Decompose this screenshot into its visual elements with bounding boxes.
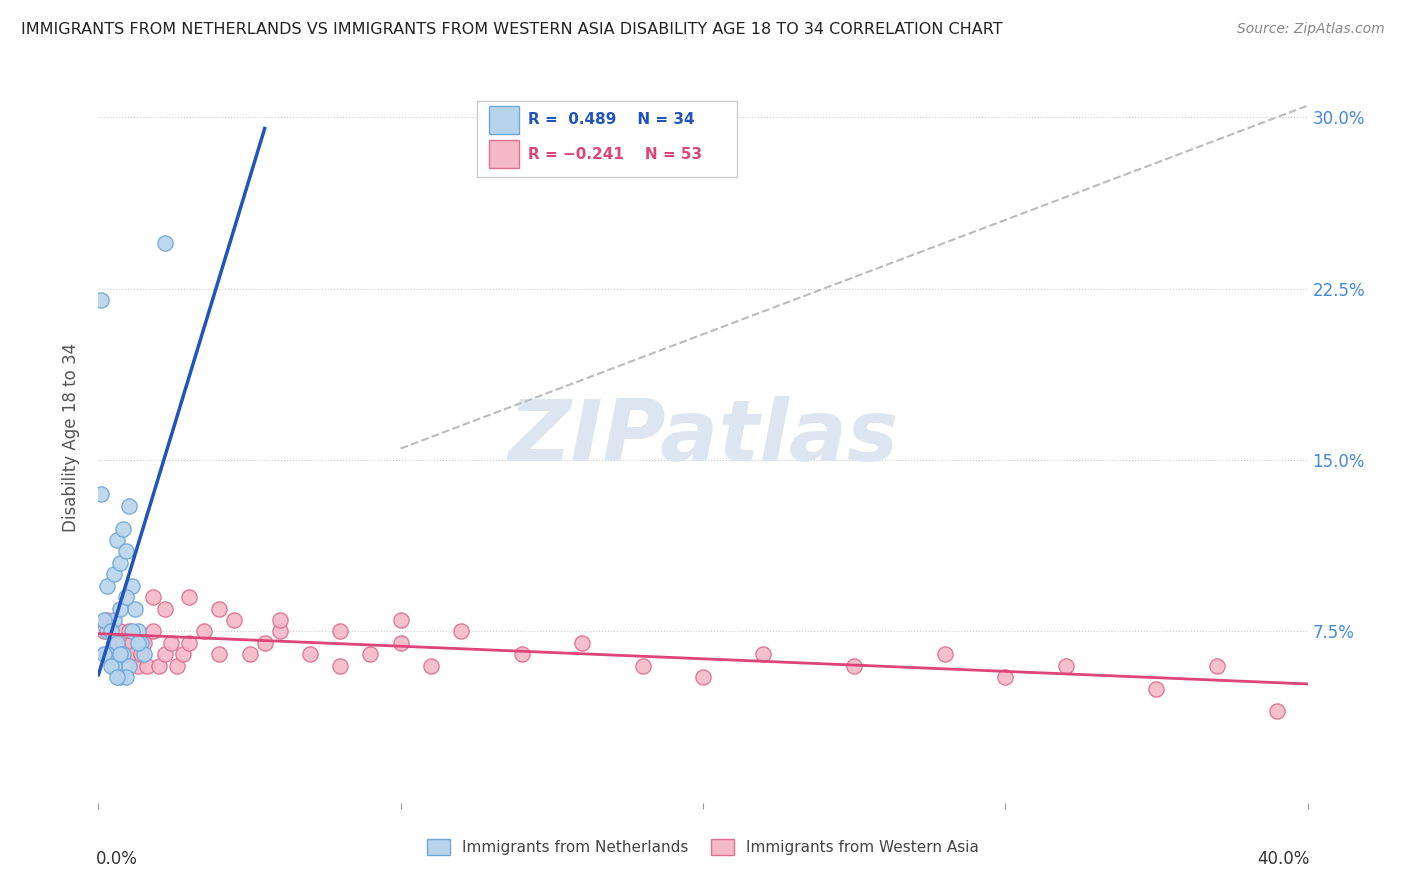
FancyBboxPatch shape: [489, 140, 519, 169]
Point: [153, 601, 176, 615]
Point: [692, 670, 714, 684]
Point: [96, 624, 118, 639]
Point: [360, 647, 382, 661]
Point: [510, 647, 533, 661]
Point: [103, 567, 125, 582]
Point: [124, 647, 146, 661]
Point: [90, 487, 112, 501]
Point: [844, 658, 866, 673]
Point: [108, 601, 131, 615]
Point: [160, 636, 183, 650]
Point: [100, 624, 122, 639]
FancyBboxPatch shape: [477, 101, 737, 178]
Point: [142, 624, 165, 639]
Point: [96, 613, 118, 627]
Point: [108, 624, 131, 639]
FancyBboxPatch shape: [489, 106, 519, 134]
Text: Source: ZipAtlas.com: Source: ZipAtlas.com: [1237, 22, 1385, 37]
Point: [111, 521, 134, 535]
Point: [105, 533, 128, 547]
Point: [631, 658, 654, 673]
Point: [100, 624, 122, 639]
Point: [1054, 658, 1077, 673]
Point: [129, 647, 152, 661]
Point: [93, 613, 115, 627]
Point: [571, 636, 593, 650]
Point: [132, 647, 155, 661]
Point: [166, 658, 188, 673]
Point: [108, 647, 131, 661]
Point: [90, 293, 112, 307]
Point: [329, 658, 352, 673]
Point: [111, 647, 134, 661]
Text: 0.0%: 0.0%: [96, 850, 138, 868]
Text: IMMIGRANTS FROM NETHERLANDS VS IMMIGRANTS FROM WESTERN ASIA DISABILITY AGE 18 TO: IMMIGRANTS FROM NETHERLANDS VS IMMIGRANT…: [21, 22, 1002, 37]
Point: [121, 636, 143, 650]
Point: [148, 658, 170, 673]
Point: [329, 624, 352, 639]
Point: [239, 647, 262, 661]
Point: [108, 670, 131, 684]
Point: [269, 613, 291, 627]
Point: [93, 647, 115, 661]
Point: [208, 647, 231, 661]
Point: [96, 647, 118, 661]
Point: [103, 613, 125, 627]
Point: [100, 658, 122, 673]
Point: [153, 647, 176, 661]
Point: [420, 658, 443, 673]
Point: [299, 647, 322, 661]
Point: [389, 636, 412, 650]
Point: [132, 636, 155, 650]
Point: [135, 658, 157, 673]
Point: [389, 613, 412, 627]
Point: [127, 636, 149, 650]
Point: [752, 647, 775, 661]
Point: [224, 613, 246, 627]
Point: [1206, 658, 1229, 673]
Point: [118, 499, 141, 513]
Text: R = −0.241    N = 53: R = −0.241 N = 53: [527, 147, 702, 161]
Point: [127, 624, 149, 639]
Text: R =  0.489    N = 34: R = 0.489 N = 34: [527, 112, 695, 128]
Point: [269, 624, 291, 639]
Legend: Immigrants from Netherlands, Immigrants from Western Asia: Immigrants from Netherlands, Immigrants …: [420, 833, 986, 861]
Point: [127, 658, 149, 673]
Text: ZIPatlas: ZIPatlas: [508, 395, 898, 479]
Point: [172, 647, 194, 661]
Point: [253, 636, 276, 650]
Point: [118, 624, 141, 639]
Y-axis label: Disability Age 18 to 34: Disability Age 18 to 34: [62, 343, 80, 532]
Point: [142, 590, 165, 604]
Point: [114, 670, 136, 684]
Point: [105, 636, 128, 650]
Point: [994, 670, 1017, 684]
Point: [1144, 681, 1167, 696]
Point: [193, 624, 215, 639]
Point: [114, 647, 136, 661]
Point: [179, 636, 201, 650]
Point: [179, 590, 201, 604]
Point: [1267, 705, 1289, 719]
Point: [121, 624, 143, 639]
Point: [934, 647, 956, 661]
Point: [103, 636, 125, 650]
Point: [450, 624, 472, 639]
Point: [108, 556, 131, 570]
Point: [105, 647, 128, 661]
Point: [114, 590, 136, 604]
Point: [111, 636, 134, 650]
Point: [114, 544, 136, 558]
Text: 40.0%: 40.0%: [1257, 850, 1310, 868]
Point: [124, 601, 146, 615]
Point: [208, 601, 231, 615]
Point: [93, 624, 115, 639]
Point: [103, 658, 125, 673]
Point: [121, 579, 143, 593]
Point: [105, 670, 128, 684]
Point: [129, 636, 152, 650]
Point: [153, 235, 176, 250]
Point: [118, 658, 141, 673]
Point: [96, 579, 118, 593]
